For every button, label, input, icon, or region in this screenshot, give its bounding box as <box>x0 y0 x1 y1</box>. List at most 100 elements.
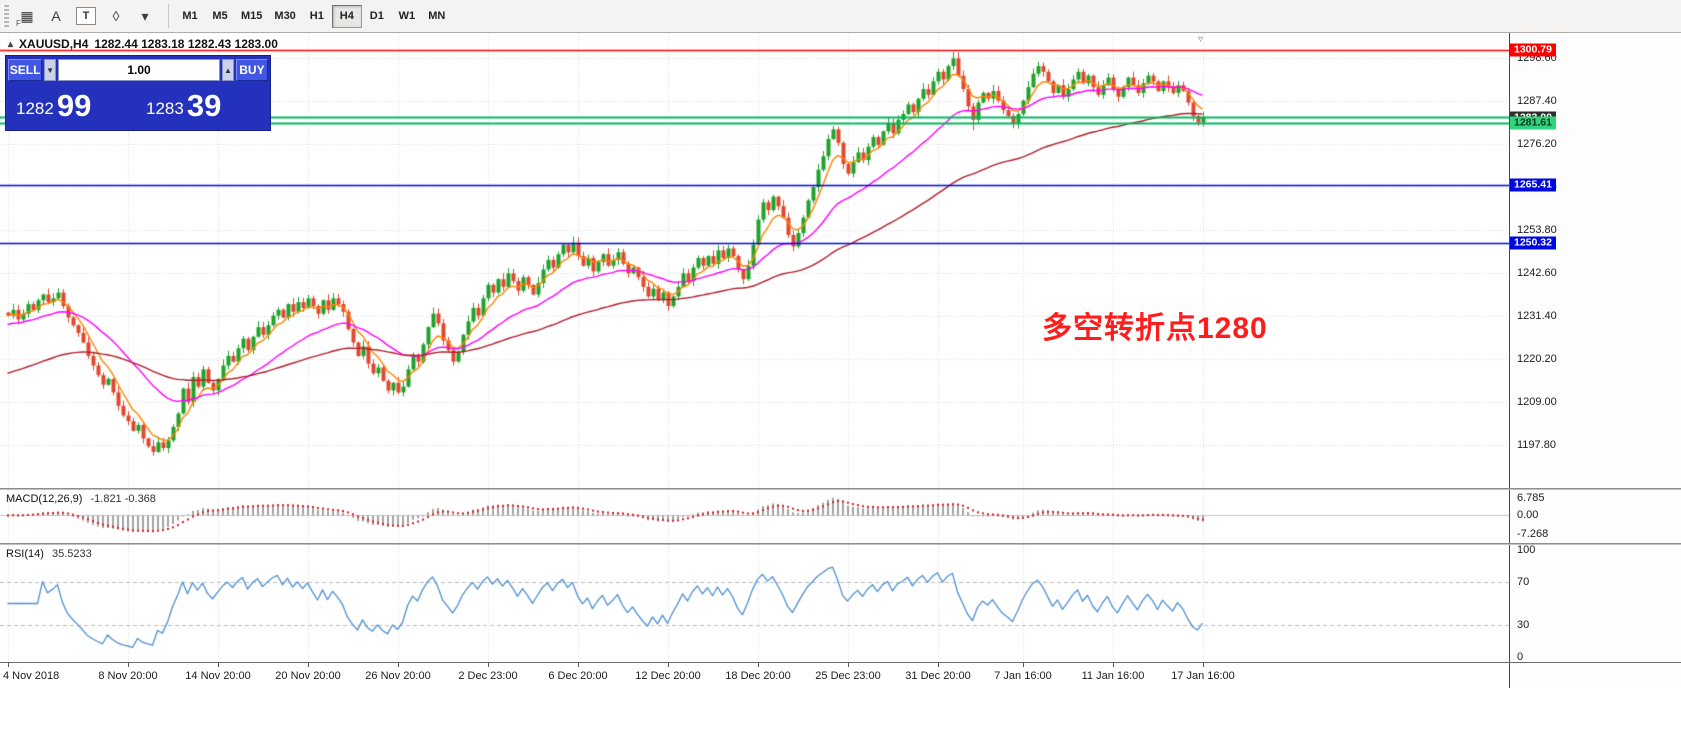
price-axis-label: 1287.40 <box>1517 95 1557 107</box>
rsi-axis-label: 30 <box>1517 618 1530 631</box>
symbol-title: XAUUSD,H4 <box>19 37 89 51</box>
macd-axis-label: 0.00 <box>1517 509 1539 522</box>
timeframe-H4[interactable]: H4 <box>331 4 362 28</box>
time-axis-tick <box>848 663 849 667</box>
time-axis: 4 Nov 2018 8 Nov 20:00 14 Nov 20:00 20 Nov … <box>0 662 1681 688</box>
trade-prices-row: 1282 99 1283 39 <box>8 82 268 128</box>
time-axis-tick <box>398 663 399 667</box>
price-axis-label: 1209.00 <box>1517 396 1557 408</box>
macd-axis: 6.785 0.00 -7.268 <box>1509 490 1681 543</box>
shapes-menu-caret-icon[interactable]: ▾ <box>141 7 149 24</box>
volume-input[interactable] <box>58 59 221 81</box>
rsi-pane: RSI(14) 35.5233 100 70 30 0 <box>0 545 1681 662</box>
sell-price: 1282 99 <box>8 90 138 121</box>
rsi-value: 35.5233 <box>51 548 92 560</box>
macd-label-row: MACD(12,26,9) -1.821 -0.368 <box>6 493 156 505</box>
timeframe-M5[interactable]: M5 <box>212 10 228 22</box>
time-axis-tick <box>1113 663 1114 667</box>
timeframe-M1[interactable]: M1 <box>182 10 198 22</box>
price-tag: 1300.79 <box>1510 43 1556 57</box>
price-axis: 1298.601287.401276.201265.001253.801242.… <box>1509 33 1681 488</box>
volume-decrease-button[interactable]: ▼ <box>44 59 57 81</box>
macd-pane: MACD(12,26,9) -1.821 -0.368 6.785 0.00 -7.… <box>0 490 1681 543</box>
price-tag: 1265.41 <box>1510 178 1556 192</box>
buy-button[interactable]: BUY <box>235 59 268 81</box>
time-axis-label: 12 Dec 20:00 <box>635 670 701 682</box>
price-tag: 1250.32 <box>1510 236 1556 250</box>
one-click-collapse-icon[interactable]: ▴ <box>8 38 14 50</box>
price-axis-label: 1220.20 <box>1517 353 1557 365</box>
toolbar: ▦ F A T ◊ ▾ M1 M5 M15 M30 H1 H4 D1 W1 MN <box>0 0 1681 33</box>
rsi-axis-label: 70 <box>1517 576 1530 589</box>
time-axis-tick <box>1023 663 1024 667</box>
time-axis-label: 11 Jan 16:00 <box>1081 670 1145 682</box>
timeframe-toolbar: M1 M5 M15 M30 H1 H4 D1 W1 MN <box>175 4 452 28</box>
buy-price-main: 1283 <box>146 98 184 118</box>
time-axis-tick <box>668 663 669 667</box>
price-axis-label: 1276.20 <box>1517 138 1557 150</box>
text-tool-icon[interactable]: T <box>76 7 96 25</box>
rsi-axis: 100 70 30 0 <box>1509 545 1681 662</box>
timeframe-H1[interactable]: H1 <box>309 10 324 22</box>
trade-controls-row: SELL ▼ ▲ BUY <box>8 58 268 82</box>
window-bottom-space <box>0 688 1681 732</box>
timeframe-M15[interactable]: M15 <box>241 10 263 22</box>
text-label-tool-icon[interactable]: A <box>51 8 61 24</box>
time-axis-label: 7 Jan 16:00 <box>994 670 1052 682</box>
time-axis-label: 4 Nov 2018 <box>3 670 60 682</box>
chart-header: ▴ XAUUSD,H4 1282.44 1283.18 1282.43 1283… <box>8 37 278 51</box>
time-axis-label: 8 Nov 20:00 <box>98 670 158 682</box>
rsi-label: RSI(14) <box>6 548 44 560</box>
rsi-chart[interactable] <box>0 545 1509 662</box>
fibonacci-tool-icon[interactable]: ▦ F <box>16 7 34 29</box>
macd-chart[interactable] <box>0 490 1509 543</box>
chart-shift-marker-icon[interactable]: ▿ <box>1198 34 1204 45</box>
rsi-axis-label: 0 <box>1517 651 1524 662</box>
drawing-toolbar: ▦ F A T ◊ ▾ <box>14 4 158 28</box>
main-chart-pane: ▴ XAUUSD,H4 1282.44 1283.18 1282.43 1283… <box>0 33 1681 488</box>
time-axis-tick <box>218 663 219 667</box>
timeframe-D1[interactable]: D1 <box>369 10 384 22</box>
timeframe-M30[interactable]: M30 <box>274 10 296 22</box>
time-axis-label: 26 Nov 20:00 <box>365 670 431 682</box>
pane-separator[interactable] <box>0 543 1681 545</box>
time-axis-tick <box>758 663 759 667</box>
time-axis-label: 6 Dec 20:00 <box>548 670 608 682</box>
sell-price-main: 1282 <box>16 98 54 118</box>
volume-increase-button[interactable]: ▲ <box>222 59 234 81</box>
time-axis-tick <box>488 663 489 667</box>
time-axis-tick <box>938 663 939 667</box>
time-axis-tick <box>308 663 309 667</box>
sell-button[interactable]: SELL <box>8 59 43 81</box>
price-tag: 1281.61 <box>1510 116 1556 130</box>
time-axis-label: 25 Dec 23:00 <box>815 670 881 682</box>
shapes-tool-icon[interactable]: ◊ <box>112 8 120 24</box>
sell-price-pips: 99 <box>56 87 92 123</box>
one-click-trade-panel: SELL ▼ ▲ BUY 1282 99 1283 39 <box>5 55 271 131</box>
timeframe-W1[interactable]: W1 <box>398 10 416 22</box>
time-axis-tick <box>1203 663 1204 667</box>
macd-values: -1.821 -0.368 <box>90 493 156 505</box>
time-axis-tick <box>578 663 579 667</box>
rsi-axis-label: 100 <box>1517 545 1536 556</box>
time-axis-tick <box>8 663 9 667</box>
chart-annotation-text[interactable]: 多空转折点1280 <box>1042 312 1268 345</box>
time-axis-label: 31 Dec 20:00 <box>905 670 971 682</box>
macd-label: MACD(12,26,9) <box>6 493 83 505</box>
price-axis-label: 1231.40 <box>1517 310 1557 322</box>
price-axis-label: 1197.80 <box>1517 439 1556 451</box>
time-axis-label: 2 Dec 23:00 <box>458 670 518 682</box>
timeframe-MN[interactable]: MN <box>428 10 446 22</box>
buy-price-pips: 39 <box>186 87 222 123</box>
toolbar-grip[interactable] <box>3 5 9 27</box>
time-axis-corner <box>1509 663 1681 688</box>
buy-price: 1283 39 <box>138 90 268 121</box>
time-axis-label: 18 Dec 20:00 <box>725 670 791 682</box>
ohlc-quote: 1282.44 1283.18 1282.43 1283.00 <box>94 37 278 51</box>
time-axis-label: 17 Jan 16:00 <box>1171 670 1235 682</box>
toolbar-separator <box>162 4 169 28</box>
pane-separator[interactable] <box>0 488 1681 490</box>
price-axis-label: 1253.80 <box>1517 224 1557 236</box>
macd-axis-label: -7.268 <box>1517 528 1549 540</box>
